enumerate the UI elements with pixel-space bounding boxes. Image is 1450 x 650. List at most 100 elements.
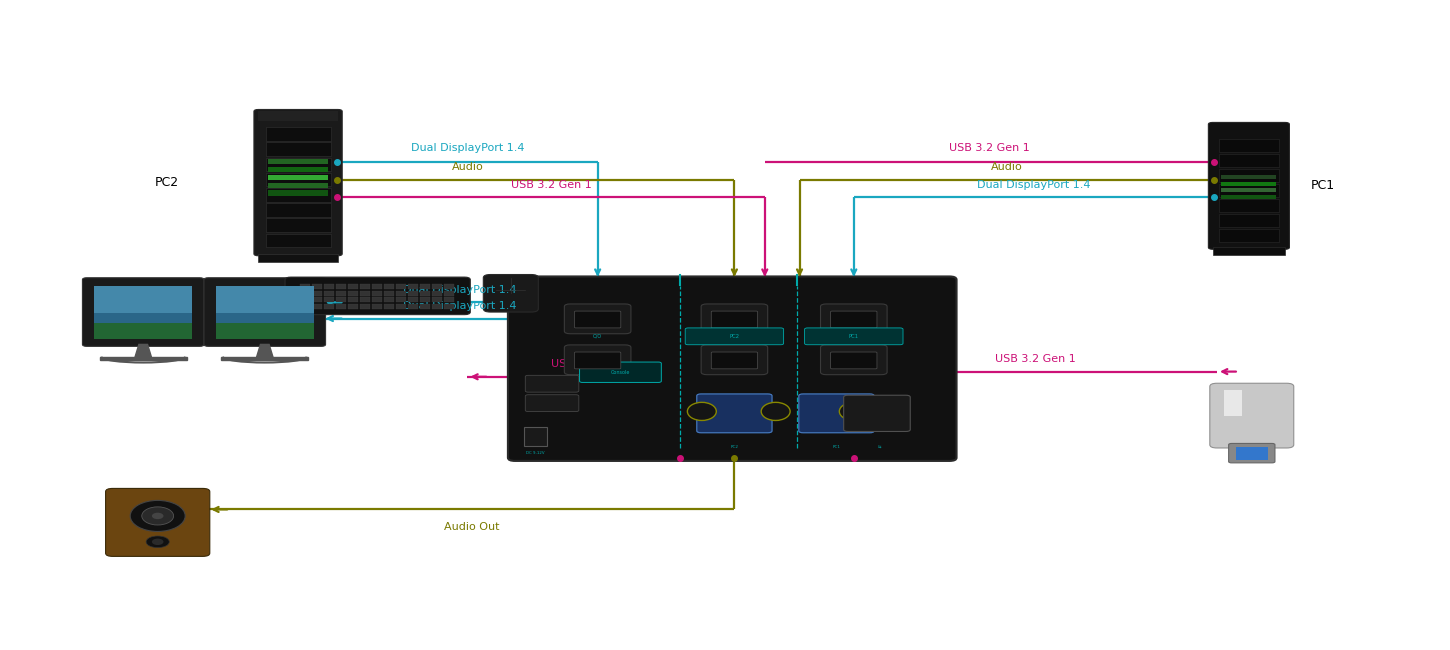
FancyBboxPatch shape	[286, 277, 470, 315]
Bar	[1221, 182, 1276, 186]
Bar	[396, 284, 406, 289]
Text: Dual DisplayPort 1.4: Dual DisplayPort 1.4	[410, 143, 523, 153]
Bar	[360, 297, 370, 302]
Text: Dual DisplayPort 1.4: Dual DisplayPort 1.4	[977, 180, 1090, 190]
Polygon shape	[257, 344, 274, 359]
Bar	[216, 323, 315, 339]
Ellipse shape	[152, 539, 164, 545]
Bar	[300, 297, 310, 302]
Bar	[1218, 229, 1279, 242]
Bar	[312, 304, 322, 309]
Bar	[419, 297, 431, 302]
Bar	[312, 284, 322, 289]
Bar	[300, 304, 310, 309]
Ellipse shape	[130, 500, 186, 532]
FancyBboxPatch shape	[1228, 443, 1275, 463]
Bar	[396, 304, 406, 309]
FancyBboxPatch shape	[574, 352, 621, 369]
Bar	[265, 127, 331, 141]
FancyBboxPatch shape	[483, 274, 538, 312]
FancyBboxPatch shape	[574, 311, 621, 328]
Bar	[323, 291, 334, 296]
Text: PC1: PC1	[832, 445, 841, 449]
FancyBboxPatch shape	[805, 328, 903, 345]
Bar	[360, 304, 370, 309]
Bar	[371, 291, 381, 296]
FancyBboxPatch shape	[1208, 122, 1289, 250]
Bar	[348, 304, 358, 309]
FancyBboxPatch shape	[831, 311, 877, 328]
Bar	[258, 254, 338, 261]
FancyBboxPatch shape	[702, 304, 767, 333]
Bar	[1224, 390, 1241, 415]
Bar	[348, 297, 358, 302]
Bar	[335, 291, 345, 296]
Text: PC2: PC2	[731, 445, 738, 449]
Bar	[371, 304, 381, 309]
Text: USB 3.2 Gen 1: USB 3.2 Gen 1	[950, 143, 1030, 153]
FancyBboxPatch shape	[686, 328, 783, 345]
FancyBboxPatch shape	[106, 488, 210, 556]
Ellipse shape	[142, 507, 174, 525]
Bar	[323, 297, 334, 302]
Text: Dual DisplayPort 1.4: Dual DisplayPort 1.4	[403, 301, 516, 311]
Bar	[323, 304, 334, 309]
Bar	[335, 284, 345, 289]
Bar	[444, 304, 454, 309]
Bar	[268, 167, 328, 172]
FancyBboxPatch shape	[697, 394, 771, 433]
Text: Console: Console	[610, 370, 631, 375]
Bar	[432, 297, 442, 302]
Bar	[268, 183, 328, 188]
Bar	[312, 291, 322, 296]
Bar	[265, 188, 331, 202]
Text: Audio: Audio	[451, 162, 483, 172]
Bar	[94, 286, 193, 339]
Bar	[268, 159, 328, 164]
FancyBboxPatch shape	[712, 352, 757, 369]
Bar	[1218, 139, 1279, 152]
Bar	[444, 297, 454, 302]
Text: USB 3.2 Gen 1: USB 3.2 Gen 1	[995, 354, 1076, 364]
Bar	[94, 323, 193, 339]
Text: Audio Out: Audio Out	[444, 522, 499, 532]
Bar	[265, 142, 331, 156]
Bar	[419, 291, 431, 296]
Polygon shape	[100, 357, 187, 360]
Bar	[258, 111, 338, 121]
Polygon shape	[222, 357, 309, 360]
Bar	[216, 286, 315, 339]
FancyBboxPatch shape	[844, 395, 911, 432]
Bar	[1218, 154, 1279, 167]
FancyBboxPatch shape	[564, 345, 631, 374]
FancyBboxPatch shape	[254, 109, 342, 255]
Bar	[384, 304, 394, 309]
FancyBboxPatch shape	[83, 278, 204, 346]
Bar	[384, 297, 394, 302]
Bar	[312, 297, 322, 302]
FancyBboxPatch shape	[204, 278, 326, 346]
Bar	[265, 218, 331, 232]
Bar	[384, 291, 394, 296]
Bar	[396, 291, 406, 296]
FancyBboxPatch shape	[831, 352, 877, 369]
Bar	[1221, 188, 1276, 192]
Bar	[419, 304, 431, 309]
Bar	[1218, 169, 1279, 182]
Bar	[1235, 447, 1267, 460]
Bar	[348, 291, 358, 296]
Bar	[300, 291, 310, 296]
Bar	[1212, 248, 1285, 255]
FancyBboxPatch shape	[712, 311, 757, 328]
Text: O/O: O/O	[593, 334, 602, 339]
Text: ⇆: ⇆	[879, 445, 882, 449]
Bar	[360, 284, 370, 289]
Bar	[265, 234, 331, 248]
FancyBboxPatch shape	[525, 395, 579, 411]
Bar	[407, 284, 418, 289]
Bar	[360, 291, 370, 296]
Bar	[1221, 176, 1276, 179]
Ellipse shape	[761, 402, 790, 421]
Text: DC 9-12V: DC 9-12V	[526, 451, 545, 455]
Text: PC2: PC2	[155, 176, 178, 189]
